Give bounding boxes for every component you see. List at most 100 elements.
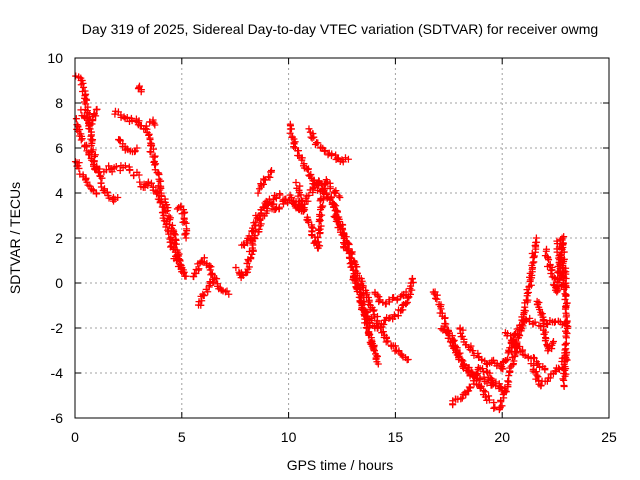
- data-point: [502, 387, 510, 395]
- data-point: [335, 192, 343, 200]
- data-point: [345, 240, 353, 248]
- data-point: [402, 288, 410, 296]
- data-point: [562, 292, 570, 300]
- data-point: [154, 189, 162, 197]
- data-point: [407, 290, 415, 298]
- data-point: [260, 175, 268, 183]
- data-point: [367, 316, 375, 324]
- data-point: [530, 354, 538, 362]
- data-point: [496, 383, 504, 390]
- data-point: [318, 204, 326, 212]
- data-point: [225, 290, 233, 298]
- data-point: [317, 222, 325, 230]
- data-point: [344, 155, 352, 163]
- data-point: [562, 313, 570, 321]
- data-point: [532, 234, 540, 242]
- data-point: [562, 349, 570, 357]
- data-point: [560, 233, 568, 241]
- data-point: [505, 378, 513, 386]
- data-point: [326, 183, 334, 191]
- data-point: [474, 349, 482, 357]
- data-point: [490, 404, 498, 412]
- data-point: [457, 395, 465, 403]
- data-point: [409, 278, 417, 286]
- x-tick-labels: 0 5 10 15 20 25: [71, 429, 617, 445]
- data-point: [561, 366, 569, 374]
- data-point: [153, 190, 161, 198]
- data-point: [328, 150, 336, 158]
- data-point: [351, 258, 359, 266]
- data-point: [473, 370, 481, 378]
- data-point: [352, 284, 360, 292]
- data-point: [305, 191, 313, 199]
- data-point: [131, 148, 139, 156]
- data-point: [218, 286, 226, 294]
- data-point: [255, 225, 263, 233]
- data-point: [370, 345, 378, 353]
- data-point: [453, 346, 461, 354]
- data-point: [442, 320, 450, 328]
- data-point: [507, 338, 515, 346]
- data-point: [149, 116, 157, 124]
- data-point: [466, 384, 474, 392]
- data-point: [470, 351, 478, 359]
- data-point: [92, 106, 100, 114]
- data-point: [456, 349, 464, 357]
- data-point: [534, 300, 542, 308]
- data-point: [527, 281, 535, 289]
- data-point: [408, 286, 416, 294]
- data-point: [324, 151, 332, 159]
- x-axis-label: GPS time / hours: [287, 457, 394, 473]
- y-tick-label: -6: [51, 410, 64, 426]
- data-point: [382, 338, 390, 346]
- data-point: [147, 148, 155, 156]
- data-point: [207, 271, 215, 279]
- data-point: [560, 360, 568, 368]
- data-point: [490, 356, 498, 364]
- data-point: [507, 348, 515, 356]
- data-point: [384, 337, 392, 345]
- data-point: [145, 130, 153, 138]
- data-point: [172, 256, 180, 264]
- data-point: [164, 226, 172, 234]
- data-point: [181, 231, 189, 239]
- data-point: [320, 147, 328, 155]
- data-point: [548, 266, 556, 274]
- data-point: [266, 173, 274, 181]
- data-point: [248, 224, 256, 232]
- axis-ticks: [74, 57, 610, 419]
- data-point: [502, 357, 510, 365]
- data-point: [336, 194, 344, 201]
- data-point: [457, 356, 465, 364]
- data-point: [505, 372, 513, 380]
- data-point: [404, 356, 412, 363]
- data-point: [305, 125, 313, 133]
- data-point: [348, 250, 356, 258]
- y-tick-label: -2: [51, 320, 64, 336]
- data-point: [527, 360, 535, 368]
- data-point: [499, 365, 507, 373]
- data-point: [276, 191, 284, 199]
- data-point: [510, 357, 518, 365]
- data-point: [501, 384, 509, 392]
- data-point: [75, 164, 83, 172]
- data-point: [180, 218, 188, 226]
- data-point: [314, 233, 322, 241]
- data-point: [361, 312, 369, 320]
- data-point: [293, 204, 301, 212]
- data-point: [78, 135, 86, 143]
- data-point: [157, 191, 165, 199]
- data-point: [518, 347, 526, 355]
- data-point: [212, 275, 220, 282]
- data-point: [240, 241, 248, 249]
- data-point: [150, 119, 158, 127]
- data-point: [467, 342, 475, 350]
- chart-title: Day 319 of 2025, Sidereal Day-to-day VTE…: [82, 21, 598, 37]
- data-point: [149, 153, 157, 161]
- data-point: [492, 382, 500, 390]
- data-point: [556, 275, 564, 283]
- data-point: [165, 230, 173, 238]
- data-point: [90, 110, 98, 118]
- data-point: [510, 330, 518, 338]
- data-point: [560, 248, 568, 256]
